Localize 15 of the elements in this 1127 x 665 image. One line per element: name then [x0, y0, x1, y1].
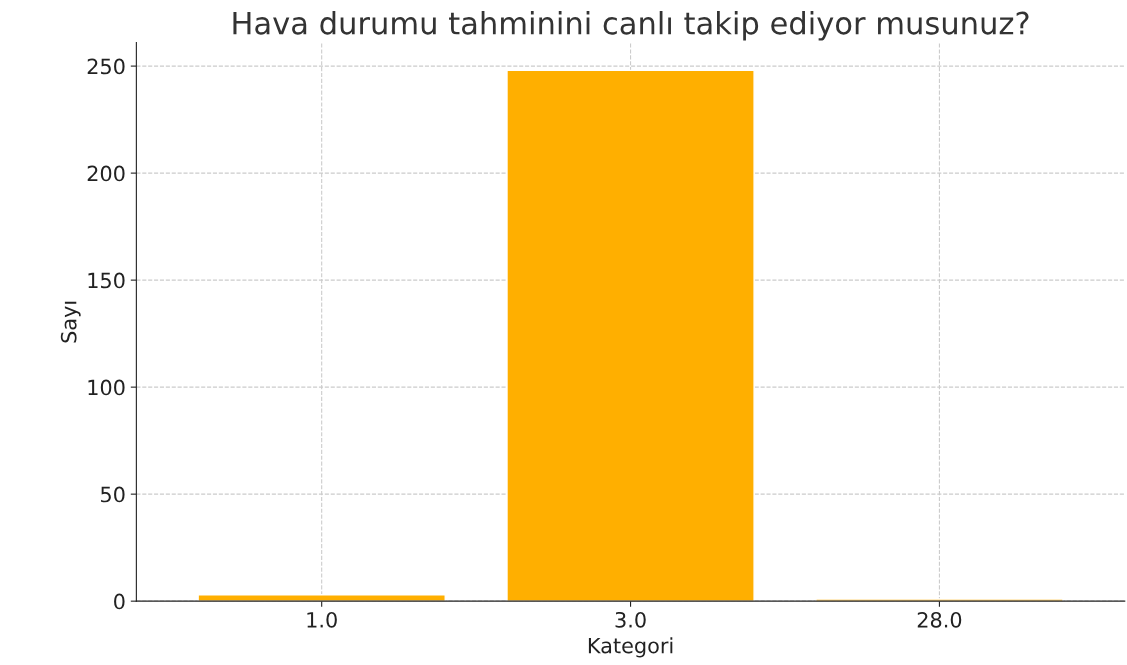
- y-tick-label: 50: [101, 486, 125, 503]
- y-tick-label: 0: [114, 593, 125, 610]
- y-axis-title: Sayı: [60, 301, 81, 343]
- bar: [506, 69, 755, 602]
- bar: [815, 598, 1064, 602]
- x-tick-label: 3.0: [615, 611, 646, 628]
- y-tick-label: 200: [87, 165, 125, 182]
- y-tick-label: 100: [88, 379, 125, 396]
- x-axis-title: Kategori: [588, 637, 673, 658]
- x-tick-label: 28.0: [917, 611, 962, 628]
- y-tick-label: 150: [88, 272, 125, 289]
- y-tick-label: 250: [87, 58, 125, 75]
- chart-title: Hava durumu tahminini canlı takip ediyor musunuz?: [233, 11, 1029, 41]
- x-tick-label: 1.0: [307, 611, 337, 628]
- bar: [197, 594, 446, 602]
